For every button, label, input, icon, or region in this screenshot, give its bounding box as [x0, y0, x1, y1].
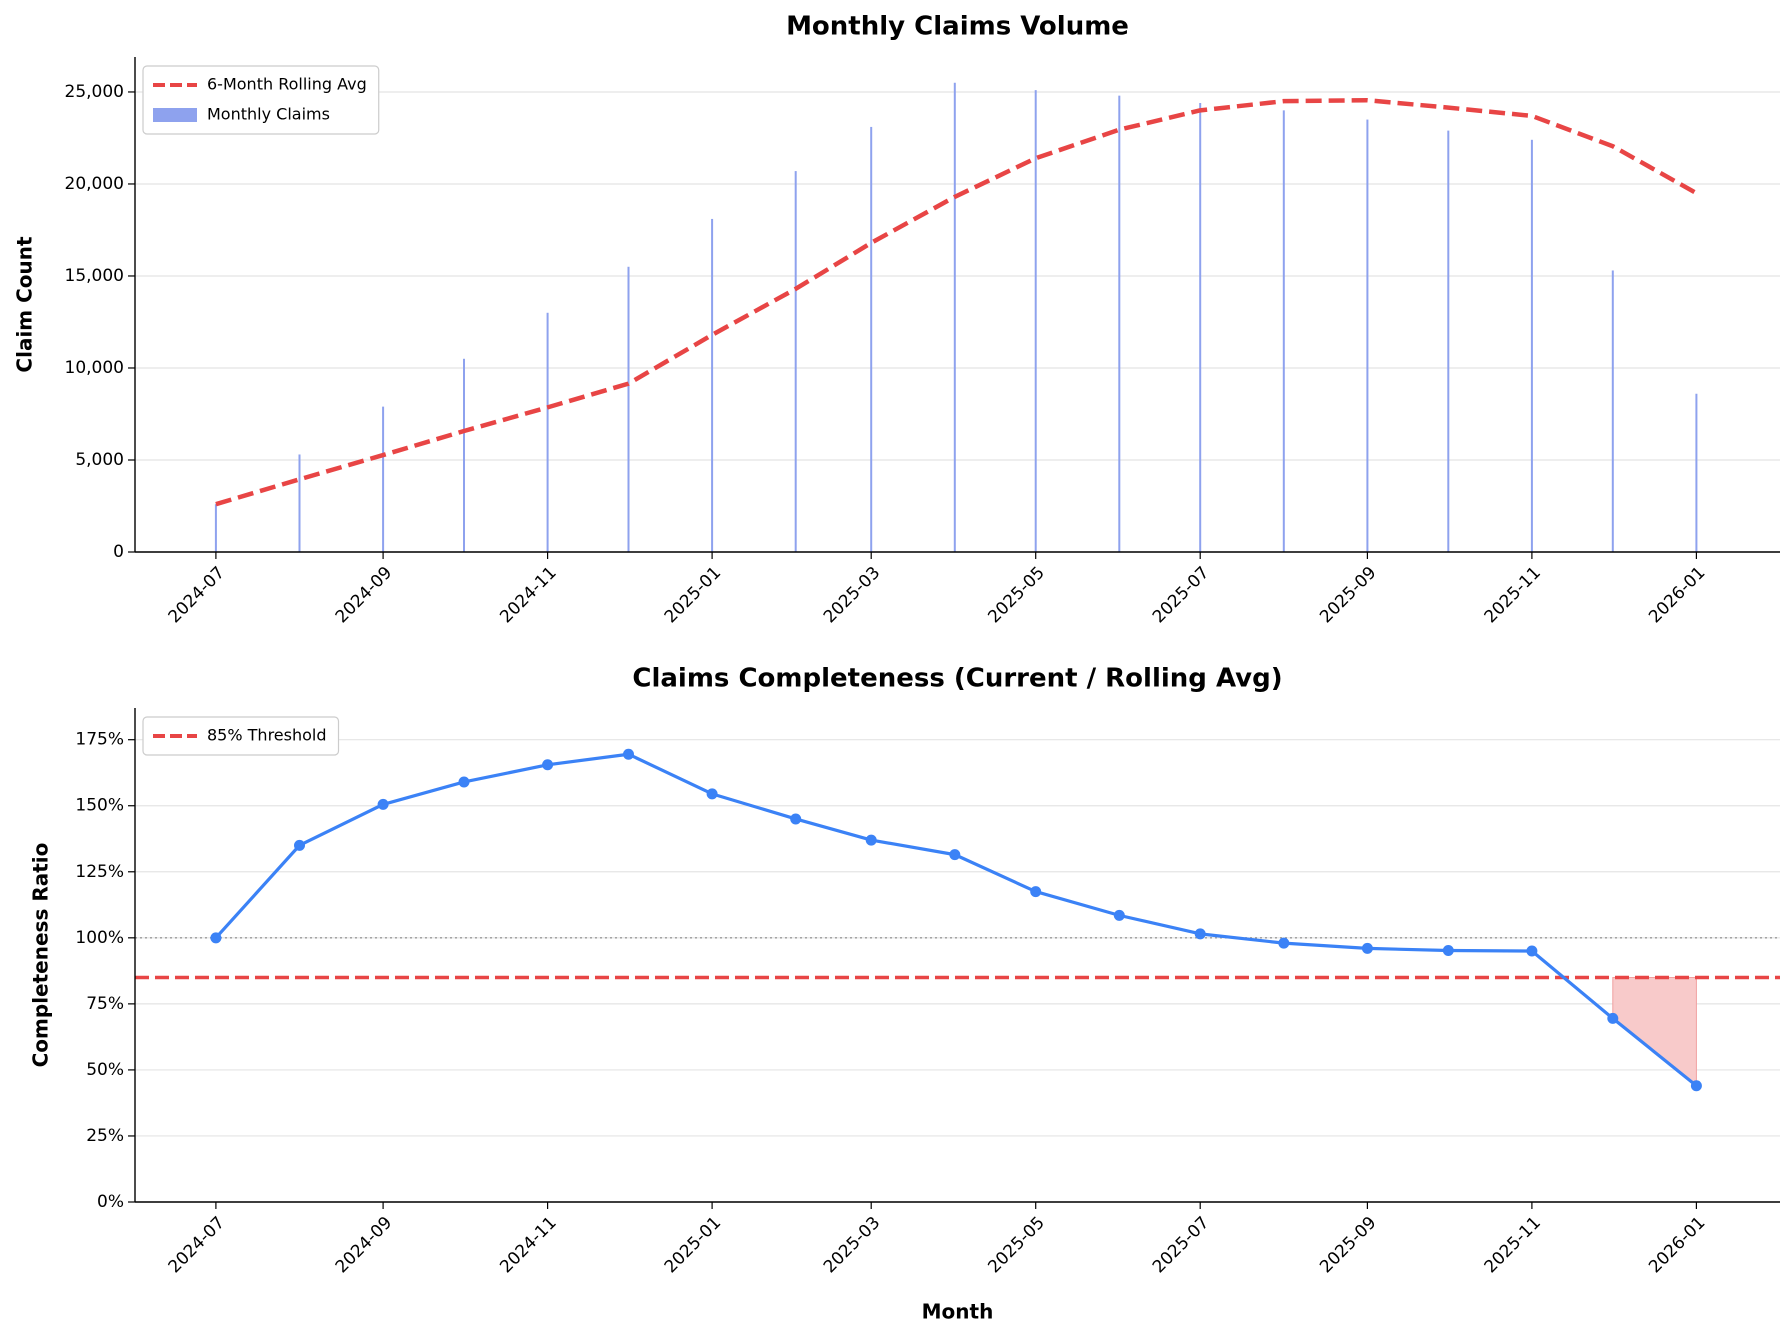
- x-axis-label: Month: [922, 1300, 994, 1324]
- point: [1030, 886, 1042, 898]
- bar: [627, 266, 630, 552]
- legend-label: 6-Month Rolling Avg: [207, 75, 367, 94]
- bar: [1199, 103, 1202, 552]
- bar: [1366, 119, 1369, 552]
- x-tick-label: 2024-07: [165, 1213, 229, 1277]
- x-tick-label: 2024-11: [496, 563, 560, 627]
- y-tick-label: 100%: [75, 928, 124, 948]
- bar: [1530, 139, 1533, 552]
- x-tick-label: 2025-05: [984, 563, 1048, 627]
- legend-swatch: [153, 108, 197, 122]
- bar: [214, 504, 217, 552]
- point: [1113, 909, 1125, 921]
- point: [1442, 945, 1454, 957]
- x-tick-label: 2025-11: [1481, 563, 1545, 627]
- line: [215, 97, 1698, 507]
- x-tick-label: 2025-05: [984, 1213, 1048, 1277]
- point: [790, 813, 802, 825]
- bar: [953, 82, 956, 552]
- x-tick-label: 2025-09: [1316, 563, 1380, 627]
- bar: [546, 312, 549, 552]
- point: [1194, 928, 1206, 940]
- point: [1361, 942, 1373, 954]
- x-tick-label: 2024-11: [496, 1213, 560, 1277]
- chart-title: Monthly Claims Volume: [786, 12, 1129, 42]
- point: [865, 834, 877, 846]
- bar: [711, 218, 714, 552]
- point: [1607, 1012, 1619, 1024]
- legend-label: Monthly Claims: [207, 105, 330, 124]
- point: [1526, 945, 1538, 957]
- x-tick-label: 2025-01: [661, 1213, 725, 1277]
- y-tick-label: 25,000: [65, 82, 124, 102]
- y-tick-label: 0: [113, 542, 124, 562]
- y-tick-label: 25%: [86, 1126, 124, 1146]
- y-tick-label: 75%: [86, 994, 124, 1014]
- x-tick-label: 2025-01: [661, 563, 725, 627]
- bar: [1611, 270, 1614, 552]
- point: [294, 839, 305, 851]
- point: [706, 788, 718, 800]
- x-tick-label: 2025-03: [820, 563, 884, 627]
- point: [458, 776, 470, 788]
- x-tick-label: 2026-01: [1645, 1213, 1709, 1277]
- legend-box: [142, 716, 340, 756]
- bar: [298, 454, 301, 552]
- y-tick-label: 175%: [75, 730, 124, 750]
- x-tick-label: 2024-09: [332, 563, 396, 627]
- y-tick-label: 50%: [86, 1060, 124, 1080]
- point: [949, 849, 961, 861]
- x-tick-label: 2025-07: [1149, 563, 1213, 627]
- x-tick-label: 2025-03: [820, 1213, 884, 1277]
- x-tick-label: 2024-07: [165, 563, 229, 627]
- y-tick-label: 20,000: [65, 174, 124, 194]
- y-tick-label: 10,000: [65, 358, 124, 378]
- x-tick-label: 2025-11: [1481, 1213, 1545, 1277]
- y-tick-label: 15,000: [65, 266, 124, 286]
- y-axis-label: Completeness Ratio: [29, 843, 53, 1068]
- x-tick-label: 2025-07: [1149, 1213, 1213, 1277]
- x-tick-label: 2026-01: [1645, 563, 1709, 627]
- point: [210, 932, 222, 944]
- x-tick-label: 2024-09: [332, 1213, 396, 1277]
- bar: [794, 171, 797, 552]
- point: [623, 748, 634, 760]
- legend-label: 85% Threshold: [207, 726, 327, 745]
- bar: [1034, 90, 1037, 552]
- legend: 6-Month Rolling Avg Monthly Claims: [142, 65, 380, 135]
- bar: [1447, 130, 1450, 552]
- y-axis-label: Claim Count: [13, 236, 37, 373]
- bar: [382, 406, 385, 552]
- point: [542, 759, 554, 771]
- line: [214, 752, 1698, 1088]
- bar: [1118, 95, 1121, 552]
- y-tick-label: 125%: [75, 862, 124, 882]
- point: [1278, 937, 1290, 949]
- y-tick-label: 0%: [97, 1192, 124, 1212]
- legend: 85% Threshold: [142, 716, 340, 756]
- legend-box: [142, 65, 380, 135]
- y-tick-label: 5,000: [75, 450, 124, 470]
- y-tick-label: 150%: [75, 796, 124, 816]
- bar: [1695, 393, 1698, 552]
- x-tick-label: 2025-09: [1316, 1213, 1380, 1277]
- bar: [463, 358, 465, 552]
- chart-title: Claims Completeness (Current / Rolling A…: [632, 664, 1282, 694]
- bar: [870, 126, 873, 552]
- bar: [1282, 110, 1285, 552]
- point: [377, 798, 389, 810]
- point: [1690, 1080, 1702, 1092]
